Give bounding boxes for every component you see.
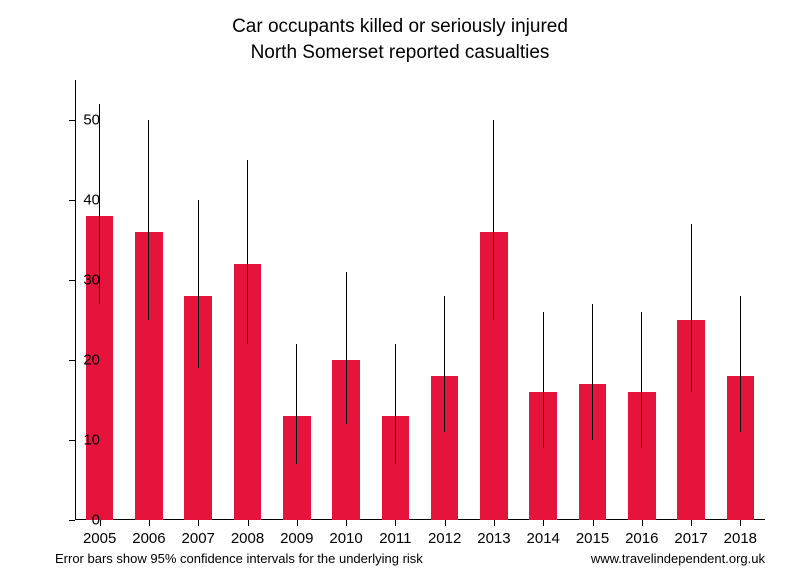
x-tick [198, 520, 199, 526]
error-bar [247, 160, 248, 344]
x-tick-label: 2012 [428, 530, 461, 547]
x-tick [740, 520, 741, 526]
x-tick [149, 520, 150, 526]
error-bar [346, 272, 347, 424]
chart-title-line1: Car occupants killed or seriously injure… [0, 14, 800, 40]
x-tick-label: 2007 [182, 530, 215, 547]
x-tick-label: 2011 [379, 530, 411, 547]
x-tick-label: 2016 [625, 530, 658, 547]
x-tick [445, 520, 446, 526]
chart-footer: Error bars show 95% confidence intervals… [55, 551, 765, 566]
error-bar [641, 312, 642, 448]
x-tick-label: 2005 [83, 530, 116, 547]
y-axis-line [75, 80, 76, 520]
chart-title-line2: North Somerset reported casualties [0, 40, 800, 66]
y-tick-label: 10 [60, 432, 100, 449]
error-bar [444, 296, 445, 432]
error-bar [691, 224, 692, 392]
x-tick [395, 520, 396, 526]
error-bar [493, 120, 494, 320]
x-tick-label: 2006 [132, 530, 165, 547]
x-tick [593, 520, 594, 526]
y-tick-label: 30 [60, 272, 100, 289]
x-tick-label: 2009 [280, 530, 313, 547]
chart-container: Car occupants killed or seriously injure… [0, 0, 800, 580]
x-tick [691, 520, 692, 526]
x-tick-label: 2015 [576, 530, 609, 547]
x-tick [642, 520, 643, 526]
y-tick-label: 0 [60, 512, 100, 529]
error-bar [543, 312, 544, 448]
footer-note-right: www.travelindependent.org.uk [591, 551, 765, 566]
error-bar [198, 200, 199, 368]
error-bar [592, 304, 593, 440]
x-tick [543, 520, 544, 526]
x-tick-label: 2008 [231, 530, 264, 547]
x-tick-label: 2013 [477, 530, 510, 547]
x-tick-label: 2014 [527, 530, 560, 547]
x-tick-label: 2017 [674, 530, 707, 547]
y-tick-label: 40 [60, 192, 100, 209]
error-bar [296, 344, 297, 464]
y-tick-label: 50 [60, 112, 100, 129]
error-bar [148, 120, 149, 320]
x-tick [346, 520, 347, 526]
x-tick [297, 520, 298, 526]
x-tick-label: 2010 [329, 530, 362, 547]
error-bar [740, 296, 741, 432]
footer-note-left: Error bars show 95% confidence intervals… [55, 551, 423, 566]
plot-area [75, 80, 765, 520]
x-tick [494, 520, 495, 526]
error-bar [395, 344, 396, 464]
x-axis-line [75, 519, 765, 520]
chart-title: Car occupants killed or seriously injure… [0, 14, 800, 65]
x-tick [248, 520, 249, 526]
x-tick-label: 2018 [724, 530, 757, 547]
y-tick-label: 20 [60, 352, 100, 369]
